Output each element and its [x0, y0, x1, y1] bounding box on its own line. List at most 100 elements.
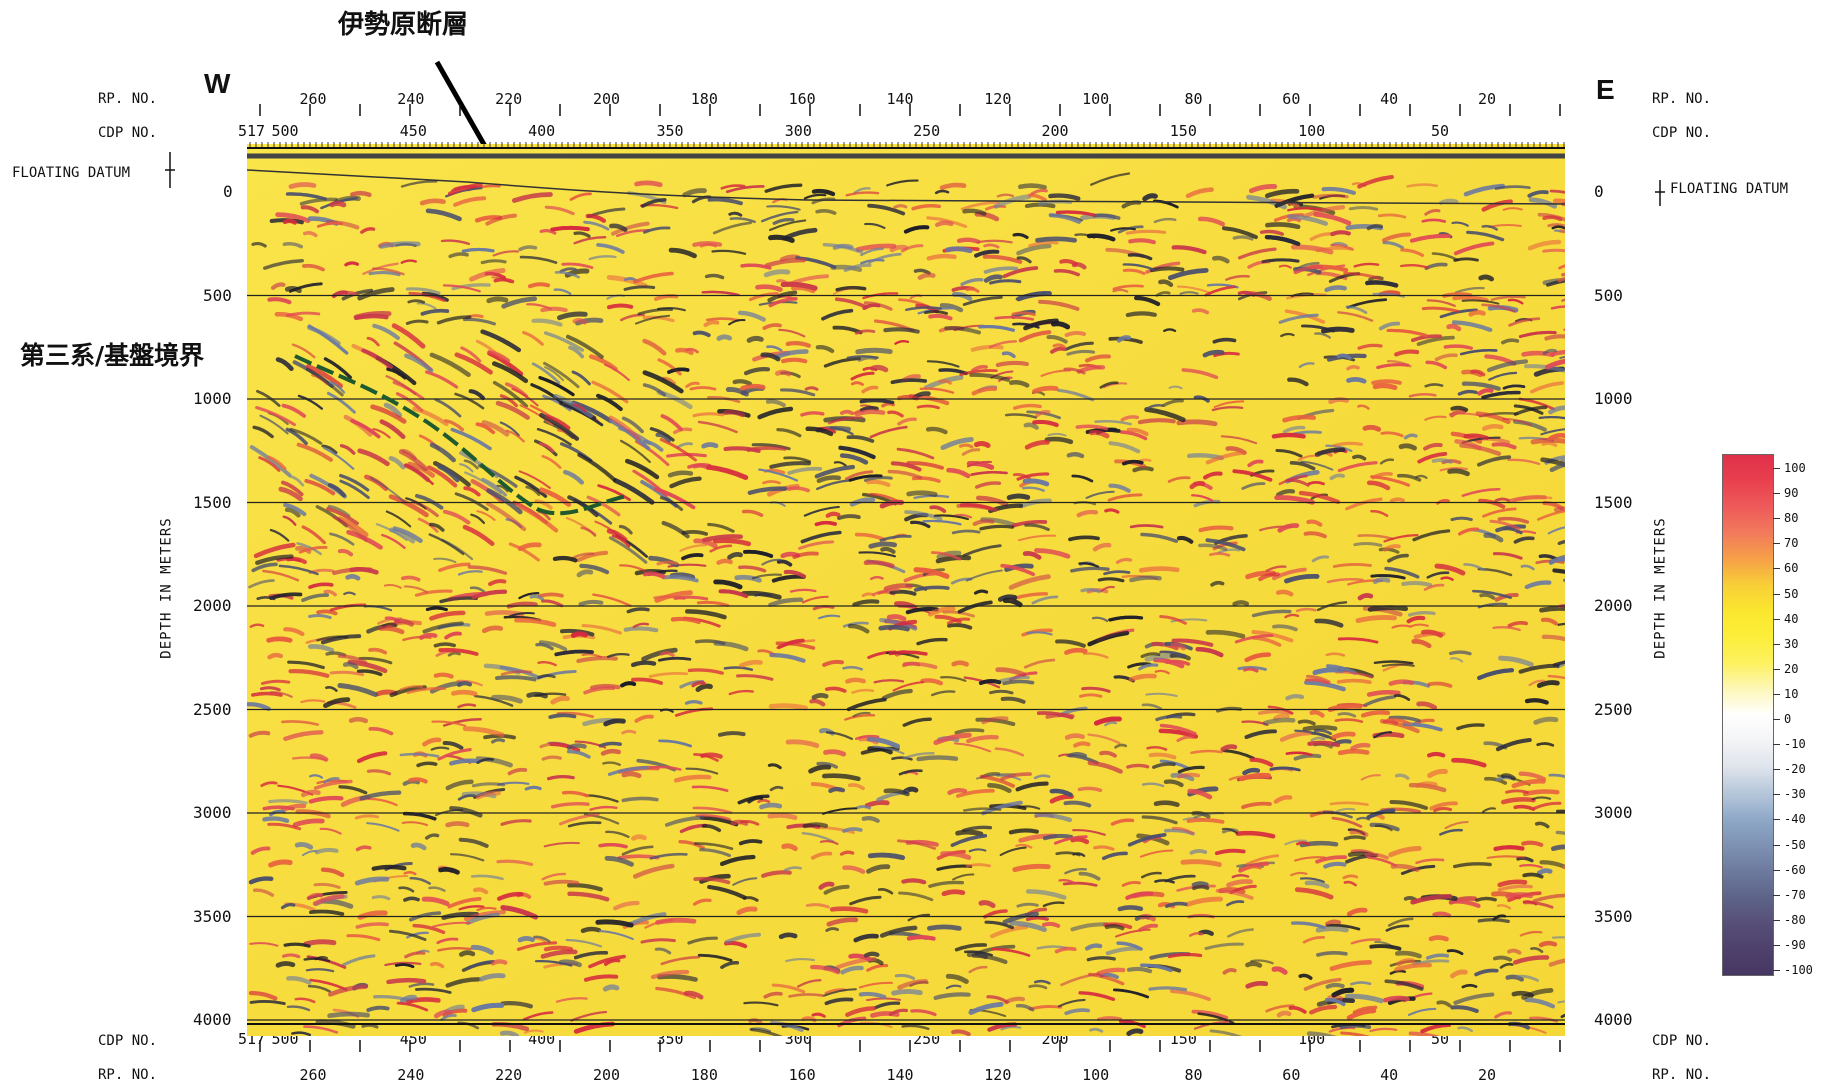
colorbar-label: -10 [1784, 737, 1806, 752]
colorbar-tick [1773, 618, 1780, 620]
colorbar-tick [1773, 919, 1780, 921]
depth-tick-left: 4000 [193, 1010, 232, 1029]
depth-tick-left: 1000 [193, 389, 232, 408]
depth-tick-left: 0 [223, 182, 233, 201]
boundary-label: 第三系/基盤境界 [20, 341, 205, 370]
rp-tick-top: 100 [1082, 90, 1110, 108]
cdp-tick-top: 50 [1430, 122, 1450, 140]
cdp-tick-top: 250 [913, 122, 941, 140]
seismic-section-panel [247, 144, 1565, 1036]
colorbar-label: -80 [1784, 912, 1806, 927]
depth-tick-left: 1500 [193, 492, 232, 512]
colorbar-tick [1773, 493, 1780, 495]
fault-title: 伊勢原断層 [338, 10, 469, 40]
cdp-tick-top: 150 [1169, 122, 1197, 140]
rp-tick-bottom: 200 [592, 1066, 621, 1084]
cdp-tick-top: 500 [271, 122, 299, 140]
rp-label-top-left: RP. NO. [98, 91, 158, 107]
east-label: E [1596, 74, 1615, 105]
rp-tick-bottom: 60 [1282, 1066, 1301, 1084]
colorbar-tick [1773, 744, 1780, 746]
colorbar-label: 30 [1784, 636, 1799, 651]
colorbar-label: -70 [1784, 887, 1806, 902]
datum-line [247, 169, 1565, 205]
rp-tick-bottom: 100 [1082, 1066, 1110, 1084]
colorbar-label: 90 [1784, 486, 1799, 501]
depth-tick-right: 3500 [1594, 906, 1633, 926]
rp-tick-top: 80 [1184, 90, 1203, 108]
colorbar-label: 20 [1784, 661, 1799, 676]
colorbar-tick [1773, 794, 1780, 796]
rp-tick-bottom: 220 [495, 1066, 523, 1084]
rp-tick-bottom: 40 [1380, 1066, 1399, 1084]
rp-tick-top: 40 [1380, 90, 1399, 108]
depth-tick-right: 2000 [1594, 596, 1633, 615]
colorbar-gradient [1723, 455, 1773, 975]
rp-tick-top: 20 [1477, 90, 1497, 108]
colorbar-label: -30 [1784, 787, 1806, 802]
colorbar-label: 40 [1784, 611, 1799, 626]
depth-tick-right: 4000 [1594, 1010, 1633, 1029]
colorbar-tick [1773, 844, 1780, 846]
depth-tick-right: 0 [1594, 182, 1604, 201]
cdp-label-bottom-left: CDP NO. [98, 1033, 158, 1049]
colorbar-label: -50 [1784, 837, 1806, 852]
rp-tick-bottom: 20 [1477, 1066, 1497, 1084]
cdp-tick-top: 450 [399, 122, 427, 140]
depth-gridlines [247, 294, 1565, 1021]
rp-label-bottom-left: RP. NO. [98, 1067, 158, 1083]
depth-tick-left: 3000 [193, 803, 232, 822]
colorbar-tick [1773, 468, 1780, 469]
rp-tick-top: 60 [1282, 90, 1301, 108]
rp-label-top-right: RP. NO. [1652, 91, 1712, 107]
rp-tick-bottom: 140 [886, 1066, 914, 1084]
depth-tick-left: 2500 [193, 699, 232, 719]
depth-tick-left: 500 [203, 285, 232, 305]
cdp-tick-top: 300 [784, 122, 812, 140]
cdp-tick-top: 200 [1041, 122, 1069, 140]
cdp-tick-top: 350 [656, 122, 684, 140]
rp-tick-top: 240 [397, 90, 425, 108]
depth-tick-right: 500 [1594, 285, 1623, 305]
colorbar-tick [1773, 543, 1780, 545]
colorbar-tick [1773, 944, 1780, 946]
cdp-label-bottom-right: CDP NO. [1652, 1033, 1712, 1049]
rp-tick-bottom: 180 [690, 1066, 718, 1084]
rp-tick-top: 180 [690, 90, 718, 108]
cdp-start-top: 517 [238, 122, 266, 140]
rp-tick-top: 260 [299, 90, 327, 108]
cdp-label-top-right: CDP NO. [1652, 125, 1712, 141]
floating-datum-label-left: FLOATING DATUM [12, 165, 131, 181]
colorbar-label: -40 [1784, 812, 1806, 827]
rp-tick-top: 200 [592, 90, 621, 108]
reflector-streaks [247, 172, 1565, 1036]
colorbar-tick [1773, 643, 1780, 645]
boundary-curve [294, 354, 628, 516]
colorbar-label: 10 [1784, 686, 1799, 701]
rp-tick-top: 140 [886, 90, 914, 108]
rp-tick-bottom: 160 [788, 1066, 816, 1084]
depth-tick-left: 2000 [193, 596, 232, 615]
floating-datum-label-right: FLOATING DATUM [1670, 181, 1789, 197]
colorbar-label: 50 [1784, 586, 1799, 601]
colorbar-label: 100 [1784, 461, 1806, 475]
depth-tick-right: 1500 [1594, 492, 1633, 512]
rp-tick-top: 120 [984, 90, 1012, 108]
colorbar-tick [1773, 518, 1780, 520]
colorbar-label: -90 [1784, 937, 1806, 952]
colorbar-label: 80 [1784, 511, 1799, 526]
rp-tick-bottom: 260 [299, 1066, 327, 1084]
rp-tick-bottom: 240 [397, 1066, 425, 1084]
colorbar-tick [1773, 869, 1780, 871]
colorbar-tick [1773, 819, 1780, 821]
colorbar [1722, 454, 1774, 976]
colorbar-tick [1773, 769, 1780, 771]
rp-tick-top: 220 [495, 90, 523, 108]
depth-tick-right: 3000 [1594, 803, 1633, 822]
depth-tick-right: 2500 [1594, 699, 1633, 719]
depth-tick-left: 3500 [193, 906, 232, 926]
colorbar-tick [1773, 693, 1780, 695]
rp-tick-bottom: 80 [1184, 1066, 1203, 1084]
